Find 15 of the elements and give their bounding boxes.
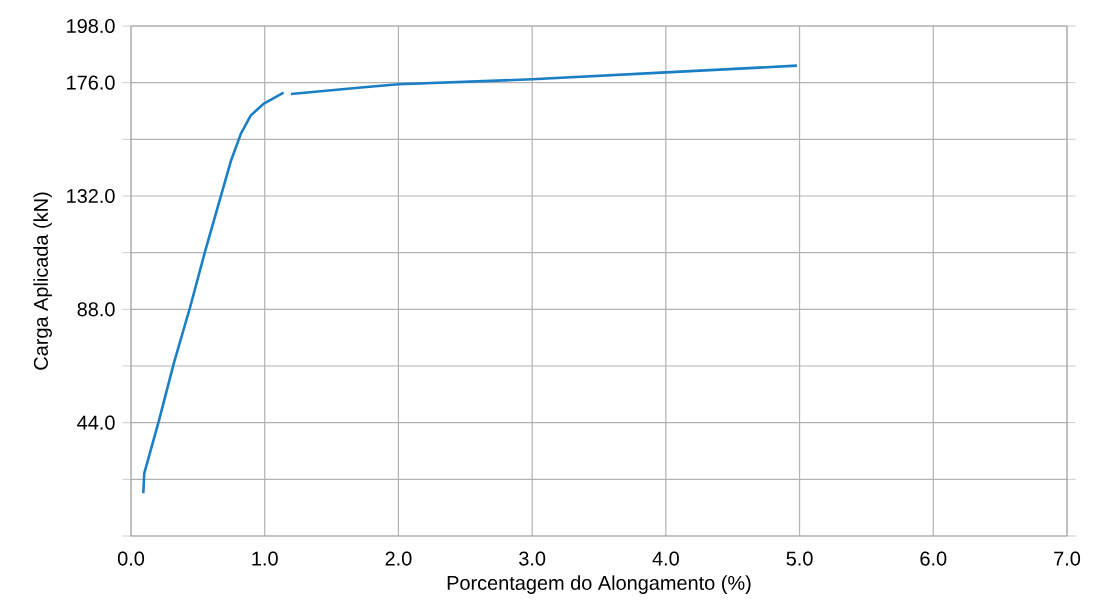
x-tick-label: 1.0 — [252, 551, 278, 566]
y-tick-label: 44.0 — [77, 415, 115, 430]
x-tick-label: 3.0 — [519, 551, 546, 566]
x-tick-label: 5.0 — [786, 551, 813, 566]
y-tick-label: 176.0 — [67, 75, 115, 90]
y-tick-label: 132.0 — [67, 188, 115, 204]
x-tick-label: 0.0 — [117, 551, 145, 566]
x-tick-label: 6.0 — [920, 551, 947, 566]
x-tick-label: 4.0 — [652, 551, 679, 566]
x-axis-title: Porcentagem do Alongamento (%) — [447, 575, 751, 594]
x-tick-label: 7.0 — [1054, 551, 1081, 566]
y-axis-title: Carga Aplicada (kN) — [33, 192, 52, 370]
y-tick-label: 88.0 — [77, 302, 115, 317]
x-tick-label: 2.0 — [385, 551, 412, 566]
y-tick-label: 198.0 — [67, 18, 115, 34]
